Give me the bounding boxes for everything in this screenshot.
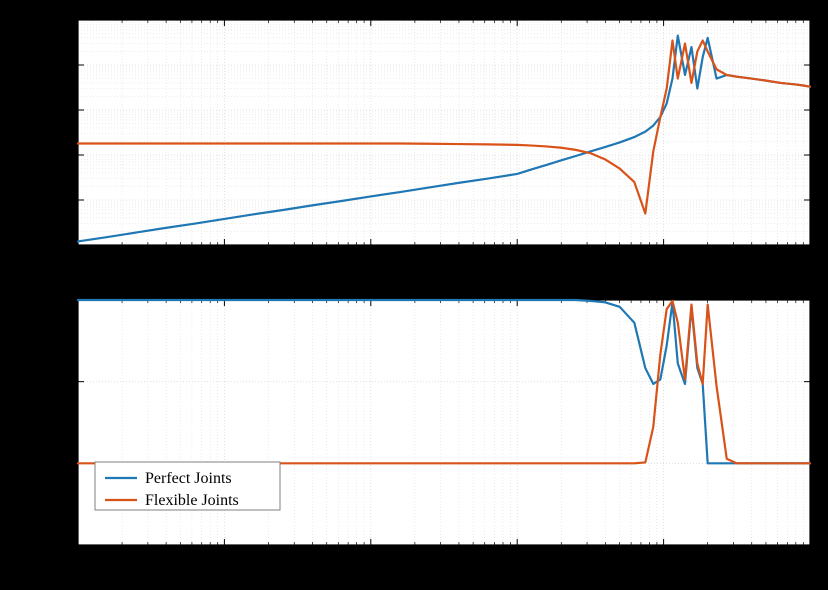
magnitude-panel: 10-610-510-410-310-210-1Magnitude (abs) — [7, 11, 810, 254]
legend-label-perfect-joints: Perfect Joints — [145, 470, 232, 487]
xlabel: Frequency (Hz) — [387, 574, 500, 590]
svg-text:180: 180 — [49, 294, 70, 309]
phase-panel: -360-180018010-210-1100101102103Phase (d… — [7, 294, 820, 590]
magnitude-ylabel: Magnitude (abs) — [7, 73, 28, 191]
phase-ylabel: Phase (deg) — [7, 380, 28, 464]
bode-plot: 10-610-510-410-310-210-1Magnitude (abs) -… — [0, 0, 828, 590]
legend: Perfect Joints Flexible Joints — [95, 462, 280, 510]
svg-text:-180: -180 — [44, 457, 70, 472]
svg-text:0: 0 — [63, 376, 70, 391]
legend-label-flexible-joints: Flexible Joints — [145, 492, 239, 509]
svg-text:-360: -360 — [44, 539, 70, 554]
